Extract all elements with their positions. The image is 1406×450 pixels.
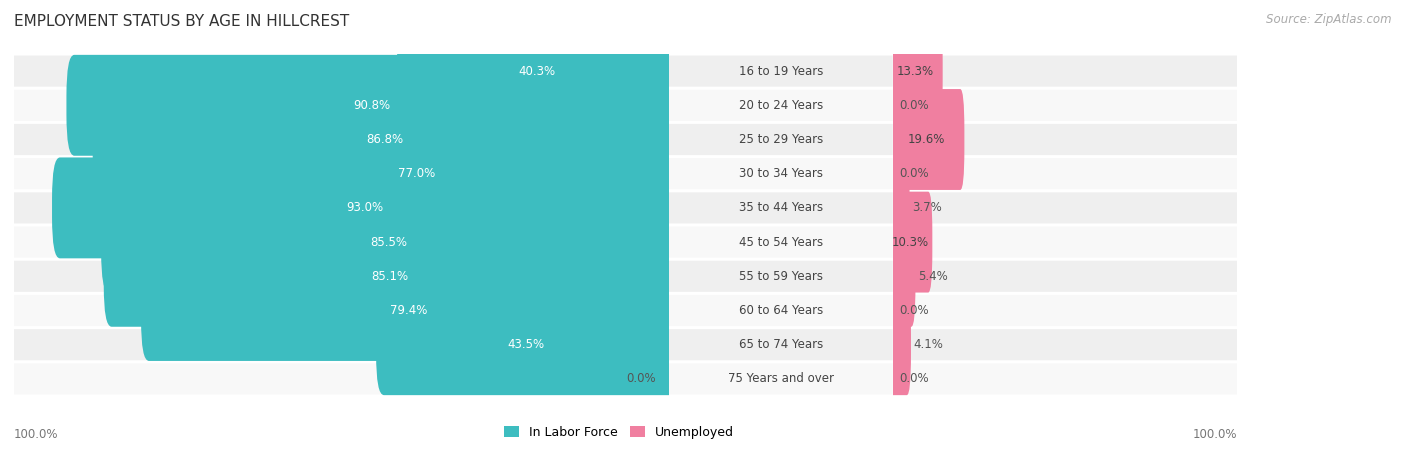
FancyBboxPatch shape (669, 124, 893, 155)
FancyBboxPatch shape (104, 226, 676, 327)
FancyBboxPatch shape (669, 226, 893, 258)
Text: 55 to 59 Years: 55 to 59 Years (738, 270, 823, 283)
Text: 40.3%: 40.3% (519, 65, 555, 77)
FancyBboxPatch shape (14, 261, 669, 292)
FancyBboxPatch shape (889, 294, 911, 395)
Text: 0.0%: 0.0% (900, 373, 929, 385)
FancyBboxPatch shape (157, 123, 676, 224)
Text: 90.8%: 90.8% (353, 99, 389, 112)
FancyBboxPatch shape (669, 261, 893, 292)
Text: 20 to 24 Years: 20 to 24 Years (738, 99, 823, 112)
FancyBboxPatch shape (669, 90, 893, 121)
FancyBboxPatch shape (669, 295, 893, 326)
Text: 100.0%: 100.0% (14, 428, 59, 441)
FancyBboxPatch shape (14, 124, 669, 155)
Text: Source: ZipAtlas.com: Source: ZipAtlas.com (1267, 14, 1392, 27)
Text: 25 to 29 Years: 25 to 29 Years (738, 133, 823, 146)
Text: 85.5%: 85.5% (370, 236, 408, 248)
Text: 79.4%: 79.4% (389, 304, 427, 317)
Text: 86.8%: 86.8% (366, 133, 404, 146)
FancyBboxPatch shape (893, 261, 1237, 292)
FancyBboxPatch shape (14, 329, 669, 360)
Text: 60 to 64 Years: 60 to 64 Years (738, 304, 823, 317)
Text: 65 to 74 Years: 65 to 74 Years (738, 338, 823, 351)
Text: 43.5%: 43.5% (508, 338, 546, 351)
FancyBboxPatch shape (141, 260, 676, 361)
FancyBboxPatch shape (14, 55, 669, 87)
FancyBboxPatch shape (893, 226, 1237, 258)
FancyBboxPatch shape (669, 192, 893, 224)
Text: 4.1%: 4.1% (914, 338, 943, 351)
FancyBboxPatch shape (893, 124, 1237, 155)
Text: 10.3%: 10.3% (891, 236, 929, 248)
FancyBboxPatch shape (14, 90, 669, 121)
Text: 93.0%: 93.0% (346, 202, 382, 214)
Text: 0.0%: 0.0% (900, 167, 929, 180)
FancyBboxPatch shape (893, 158, 1237, 189)
Text: 35 to 44 Years: 35 to 44 Years (738, 202, 823, 214)
Text: 13.3%: 13.3% (897, 65, 934, 77)
Text: 3.7%: 3.7% (912, 202, 942, 214)
FancyBboxPatch shape (889, 226, 915, 327)
Text: 0.0%: 0.0% (900, 99, 929, 112)
FancyBboxPatch shape (93, 89, 676, 190)
Text: 5.4%: 5.4% (918, 270, 948, 283)
FancyBboxPatch shape (101, 192, 676, 292)
FancyBboxPatch shape (889, 158, 910, 258)
Text: EMPLOYMENT STATUS BY AGE IN HILLCREST: EMPLOYMENT STATUS BY AGE IN HILLCREST (14, 14, 349, 28)
FancyBboxPatch shape (14, 158, 669, 189)
FancyBboxPatch shape (14, 192, 669, 224)
Text: 77.0%: 77.0% (398, 167, 436, 180)
FancyBboxPatch shape (14, 295, 669, 326)
Text: 30 to 34 Years: 30 to 34 Years (738, 167, 823, 180)
FancyBboxPatch shape (893, 329, 1237, 360)
FancyBboxPatch shape (893, 55, 1237, 87)
FancyBboxPatch shape (893, 363, 1237, 395)
FancyBboxPatch shape (669, 363, 893, 395)
FancyBboxPatch shape (66, 55, 676, 156)
FancyBboxPatch shape (14, 226, 669, 258)
FancyBboxPatch shape (889, 192, 932, 292)
FancyBboxPatch shape (14, 363, 669, 395)
Text: 0.0%: 0.0% (626, 373, 655, 385)
Text: 19.6%: 19.6% (908, 133, 945, 146)
Legend: In Labor Force, Unemployed: In Labor Force, Unemployed (499, 421, 738, 444)
FancyBboxPatch shape (889, 89, 965, 190)
FancyBboxPatch shape (893, 90, 1237, 121)
FancyBboxPatch shape (52, 158, 676, 258)
Text: 100.0%: 100.0% (1192, 428, 1237, 441)
Text: 75 Years and over: 75 Years and over (728, 373, 834, 385)
FancyBboxPatch shape (893, 192, 1237, 224)
FancyBboxPatch shape (375, 294, 676, 395)
Text: 16 to 19 Years: 16 to 19 Years (738, 65, 823, 77)
Text: 45 to 54 Years: 45 to 54 Years (738, 236, 823, 248)
FancyBboxPatch shape (669, 158, 893, 189)
FancyBboxPatch shape (396, 21, 676, 122)
Text: 0.0%: 0.0% (900, 304, 929, 317)
FancyBboxPatch shape (669, 329, 893, 360)
Text: 85.1%: 85.1% (371, 270, 409, 283)
FancyBboxPatch shape (669, 55, 893, 87)
FancyBboxPatch shape (893, 295, 1237, 326)
FancyBboxPatch shape (889, 21, 942, 122)
